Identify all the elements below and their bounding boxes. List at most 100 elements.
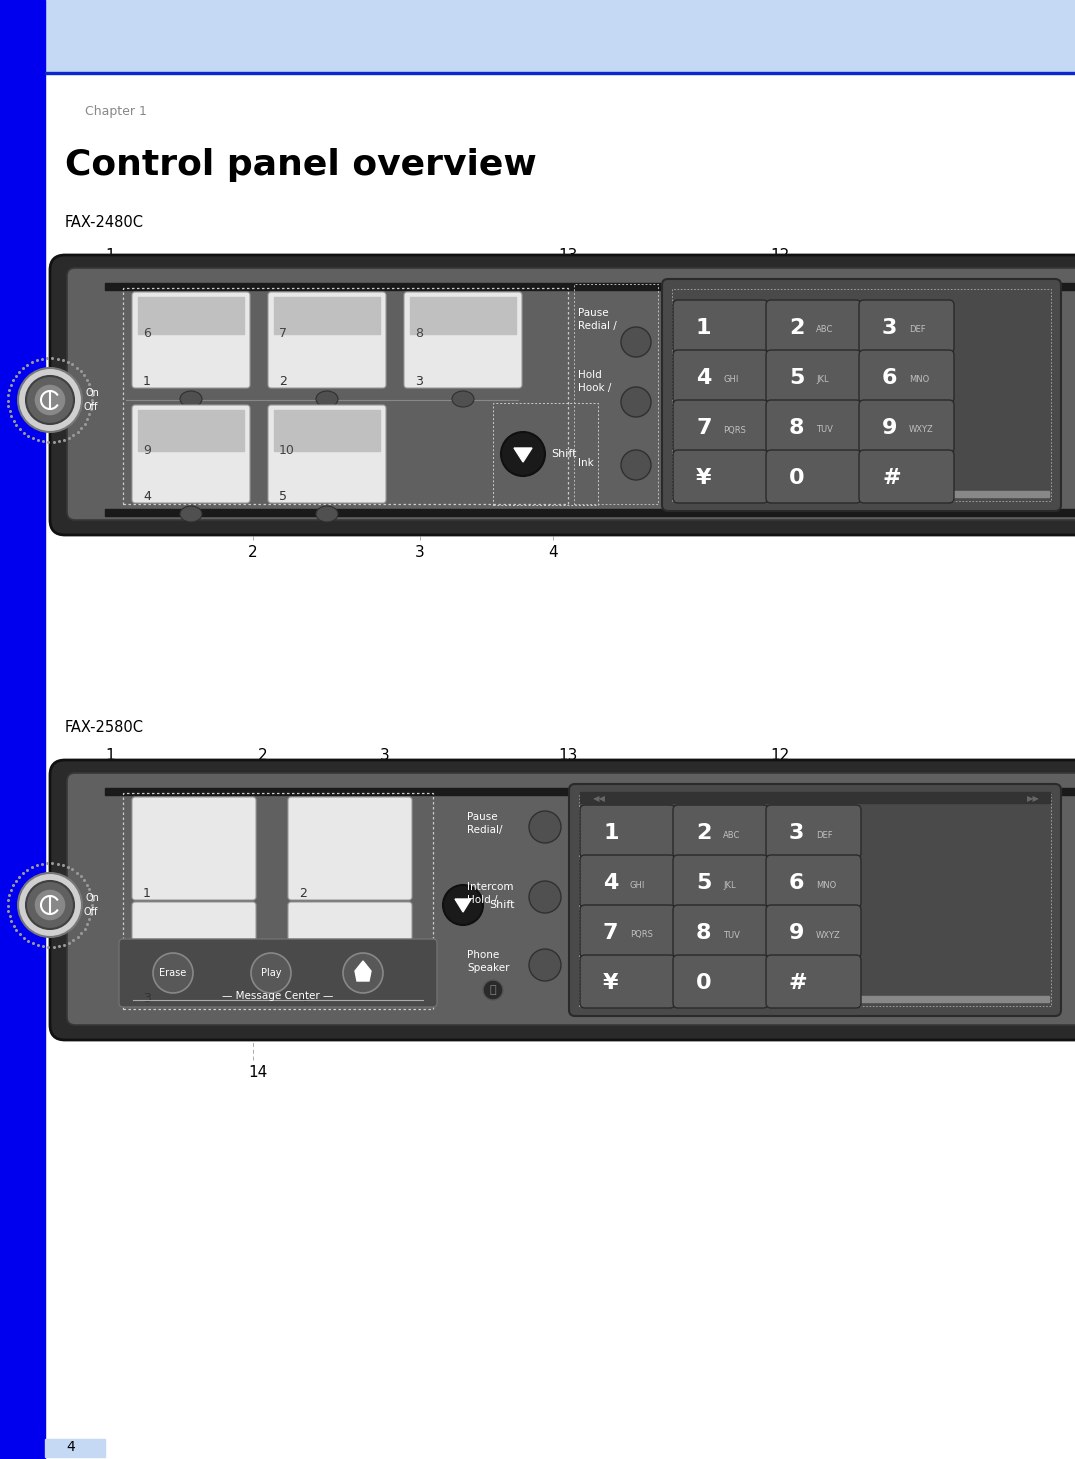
Polygon shape (455, 899, 471, 912)
Text: Shift: Shift (551, 449, 576, 460)
FancyBboxPatch shape (766, 956, 861, 1008)
FancyBboxPatch shape (132, 406, 250, 503)
Text: Erase: Erase (159, 967, 187, 978)
Text: 7: 7 (696, 417, 712, 438)
FancyBboxPatch shape (673, 905, 768, 959)
Bar (274, 298, 379, 334)
Circle shape (529, 881, 561, 913)
Text: 2: 2 (299, 887, 306, 900)
FancyBboxPatch shape (580, 956, 675, 1008)
Bar (123, 794, 433, 1010)
Text: Pause: Pause (467, 813, 498, 821)
Text: 8: 8 (696, 924, 712, 943)
FancyBboxPatch shape (859, 400, 954, 452)
FancyBboxPatch shape (569, 783, 1061, 1015)
Text: 5: 5 (280, 490, 287, 503)
Text: 5: 5 (696, 872, 712, 893)
Ellipse shape (339, 903, 361, 919)
Text: 4: 4 (603, 872, 618, 893)
Text: 3: 3 (882, 318, 898, 338)
Circle shape (26, 376, 74, 425)
Circle shape (26, 881, 74, 929)
FancyBboxPatch shape (766, 905, 861, 959)
FancyBboxPatch shape (673, 855, 768, 907)
Text: 3: 3 (789, 823, 804, 843)
Circle shape (34, 889, 66, 921)
Text: 6: 6 (789, 872, 804, 893)
Text: 5: 5 (789, 368, 804, 388)
Bar (579, 794, 1051, 1007)
Ellipse shape (183, 903, 205, 919)
Text: 3: 3 (379, 748, 390, 763)
Text: 1: 1 (105, 748, 115, 763)
FancyBboxPatch shape (580, 905, 675, 959)
Bar (672, 289, 1051, 500)
Text: ¥: ¥ (696, 468, 712, 487)
Text: 1: 1 (603, 823, 618, 843)
FancyBboxPatch shape (268, 406, 386, 503)
Bar (105, 283, 1075, 290)
FancyBboxPatch shape (859, 449, 954, 503)
Circle shape (153, 953, 194, 994)
FancyBboxPatch shape (132, 902, 256, 1005)
Text: 1: 1 (143, 375, 150, 388)
Text: Phone: Phone (467, 950, 499, 960)
FancyBboxPatch shape (766, 805, 861, 858)
Text: Hold /: Hold / (467, 894, 498, 905)
Bar (138, 298, 244, 334)
Circle shape (250, 953, 291, 994)
Circle shape (529, 948, 561, 980)
FancyBboxPatch shape (404, 292, 522, 388)
Text: ◀◀: ◀◀ (593, 795, 606, 804)
Text: TUV: TUV (816, 426, 833, 435)
Text: 2: 2 (696, 823, 712, 843)
Circle shape (18, 872, 82, 937)
FancyBboxPatch shape (673, 449, 768, 503)
Text: On: On (86, 893, 100, 903)
FancyBboxPatch shape (132, 797, 256, 900)
Text: TUV: TUV (723, 931, 740, 940)
Text: 1: 1 (696, 318, 712, 338)
Text: ¥: ¥ (603, 973, 618, 994)
FancyBboxPatch shape (766, 400, 861, 452)
Bar (105, 788, 1075, 795)
FancyBboxPatch shape (766, 350, 861, 403)
Ellipse shape (316, 506, 338, 522)
Ellipse shape (180, 506, 202, 522)
FancyBboxPatch shape (132, 292, 250, 388)
Text: 12: 12 (770, 748, 789, 763)
FancyBboxPatch shape (268, 292, 386, 388)
Text: MNO: MNO (909, 375, 929, 385)
Text: 2: 2 (280, 375, 287, 388)
Text: 2: 2 (789, 318, 804, 338)
Text: 3: 3 (415, 546, 425, 560)
Text: FAX-2480C: FAX-2480C (64, 214, 144, 231)
Text: #: # (882, 468, 901, 487)
Text: 9: 9 (143, 444, 150, 457)
FancyBboxPatch shape (580, 805, 675, 858)
Text: Pause: Pause (578, 308, 608, 318)
FancyBboxPatch shape (859, 301, 954, 353)
Bar (410, 298, 516, 334)
Bar (45, 1439, 105, 1458)
Text: ▶▶: ▶▶ (1027, 795, 1040, 804)
Polygon shape (514, 448, 532, 463)
Text: Off: Off (84, 403, 99, 411)
Text: 3: 3 (143, 992, 150, 1005)
Text: 4: 4 (696, 368, 712, 388)
Text: 9: 9 (789, 924, 804, 943)
Circle shape (621, 387, 651, 417)
Text: 12: 12 (770, 248, 789, 263)
Text: JKL: JKL (816, 375, 829, 385)
Circle shape (529, 811, 561, 843)
Text: Redial/: Redial/ (467, 824, 502, 835)
Circle shape (621, 327, 651, 357)
FancyBboxPatch shape (673, 805, 768, 858)
FancyBboxPatch shape (766, 301, 861, 353)
Text: 13: 13 (558, 248, 577, 263)
Text: DEF: DEF (816, 830, 833, 839)
Text: Off: Off (84, 907, 99, 918)
Bar (274, 410, 379, 451)
FancyBboxPatch shape (673, 956, 768, 1008)
Text: ABC: ABC (723, 830, 741, 839)
